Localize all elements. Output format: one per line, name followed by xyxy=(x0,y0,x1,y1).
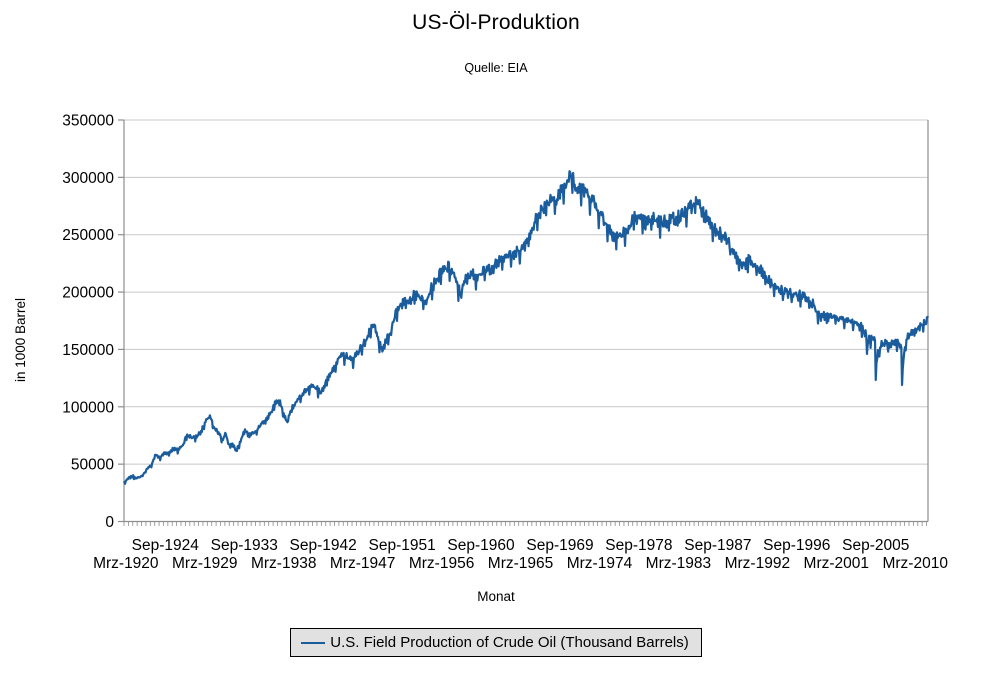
x-axis-tick-label: Mrz-2001 xyxy=(804,555,869,572)
x-axis-tick-label: Mrz-1956 xyxy=(409,555,474,572)
x-axis-tick-label: Mrz-1965 xyxy=(488,555,553,572)
x-axis-tick-label: Mrz-1938 xyxy=(251,555,316,572)
x-axis-tick-label: Sep-1960 xyxy=(447,537,515,554)
legend-label: U.S. Field Production of Crude Oil (Thou… xyxy=(330,634,689,651)
y-axis-tick-label: 150000 xyxy=(62,342,114,359)
x-axis-tick-label: Sep-1933 xyxy=(211,537,278,554)
x-axis-tick-label: Mrz-1992 xyxy=(725,555,790,572)
x-axis-tick-label: Mrz-1920 xyxy=(93,555,159,572)
y-axis-tick-label: 200000 xyxy=(62,285,114,302)
chart-source-subtitle: Quelle: EIA xyxy=(464,61,528,75)
y-axis-tick-label: 300000 xyxy=(62,170,114,187)
chart-title: US-Öl-Produktion xyxy=(412,11,580,34)
x-axis-tick-label: Sep-1996 xyxy=(763,537,830,554)
series-line xyxy=(123,170,929,485)
x-axis-tick-label: Sep-1978 xyxy=(605,537,672,554)
x-axis-tick-label: Mrz-1947 xyxy=(330,555,395,572)
x-axis-tick-label: Mrz-1974 xyxy=(567,555,633,572)
y-axis-tick-label: 100000 xyxy=(62,399,114,416)
y-axis-tick-label: 50000 xyxy=(71,457,114,474)
y-axis-tick-label: 0 xyxy=(105,514,114,531)
x-axis-tick-label: Sep-2005 xyxy=(842,537,909,554)
x-axis-tick-label: Sep-1924 xyxy=(132,537,200,554)
x-axis-title: Monat xyxy=(477,589,515,604)
x-axis-tick-label: Sep-1987 xyxy=(684,537,751,554)
x-axis-tick-label: Mrz-2010 xyxy=(882,555,948,572)
x-axis-tick-label: Sep-1969 xyxy=(526,537,593,554)
x-axis-tick-label: Mrz-1983 xyxy=(646,555,711,572)
y-axis-tick-label: 250000 xyxy=(62,227,114,244)
x-axis-tick-label: Sep-1951 xyxy=(368,537,435,554)
legend-line-swatch-icon xyxy=(301,641,326,644)
x-axis-tick-label: Mrz-1929 xyxy=(172,555,237,572)
x-axis-tick-label: Sep-1942 xyxy=(290,537,357,554)
legend: U.S. Field Production of Crude Oil (Thou… xyxy=(290,628,702,657)
y-axis-title: in 1000 Barrel xyxy=(13,297,28,383)
y-axis-tick-label: 350000 xyxy=(62,113,114,130)
